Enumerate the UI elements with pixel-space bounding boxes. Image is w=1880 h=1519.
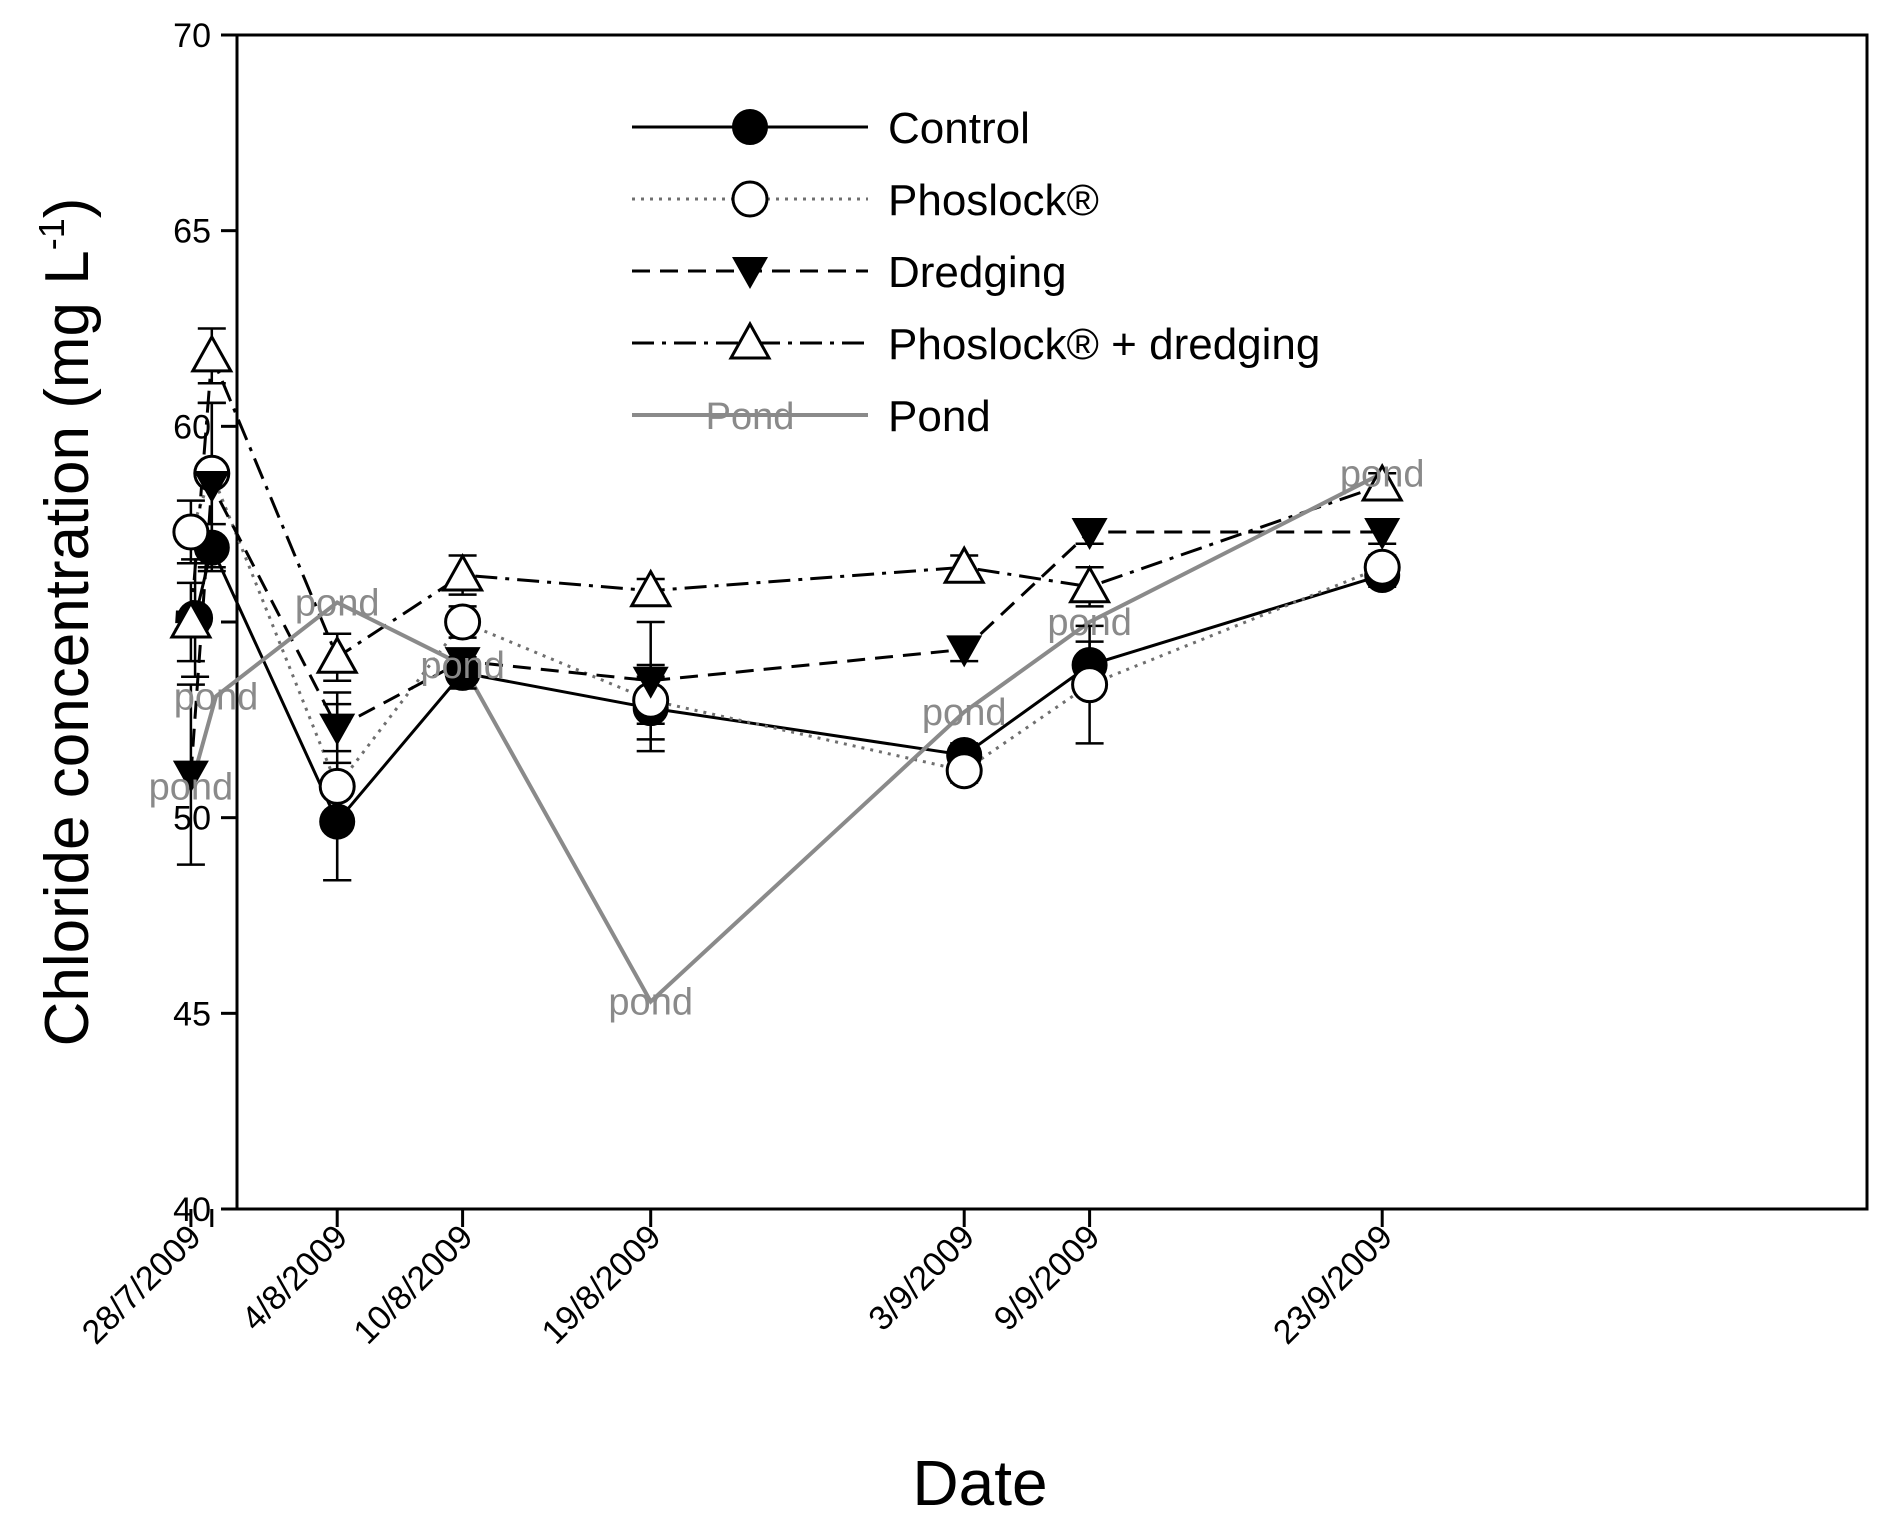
marker-phoslock-dredging (315, 635, 359, 674)
x-tick-label: 28/7/2009 (75, 1218, 209, 1352)
marker-phoslock-dredging (942, 545, 986, 584)
legend-label-phoslock: Phoslock® (888, 176, 1099, 225)
legend-marker-pond: Pond (706, 396, 795, 438)
marker-pond: pond (149, 766, 234, 808)
series-line-control (193, 543, 1383, 825)
series-line-phoslock (189, 469, 1383, 790)
marker-phoslock (444, 603, 482, 641)
legend-background (625, 95, 1095, 475)
x-axis-title: Date (912, 1447, 1047, 1519)
series-line-phoslock-dredging (189, 355, 1383, 660)
marker-phoslock (318, 767, 356, 805)
marker-dredging (1364, 517, 1401, 550)
marker-phoslock-dredging (190, 333, 234, 373)
marker-pond: pond (608, 982, 693, 1024)
legend-label-phoslock-dredging: Phoslock® + dredging (888, 320, 1320, 369)
marker-phoslock-dredging (169, 599, 213, 639)
marker-pond: pond (922, 692, 1007, 734)
marker-dredging (172, 760, 209, 793)
marker-pond: pond (295, 582, 380, 624)
marker-phoslock (172, 513, 210, 551)
marker-dredging (1071, 517, 1108, 550)
marker-dredging (319, 713, 356, 746)
x-tick-label: 19/8/2009 (535, 1218, 669, 1352)
marker-phoslock-dredging (629, 568, 673, 608)
marker-phoslock (1363, 548, 1401, 586)
legend-marker-phoslock-dredging (728, 320, 772, 360)
legend-label-pond: Pond (888, 392, 991, 441)
data-markers: pond pond pond pond pond pond pond pond (149, 333, 1425, 1024)
x-tick-label: 9/9/2009 (987, 1218, 1107, 1338)
marker-pond: pond (1340, 453, 1425, 495)
marker-phoslock-dredging (1068, 564, 1112, 604)
series-line-pond (188, 471, 1384, 1005)
y-tick-label: 65 (173, 213, 211, 251)
legend-label-dredging: Dredging (888, 248, 1067, 297)
legend-label-control: Control (888, 104, 1030, 153)
marker-phoslock (945, 752, 983, 790)
marker-pond: pond (1047, 602, 1132, 644)
marker-control (319, 803, 356, 840)
legend-marker-dredging (732, 257, 768, 289)
marker-dredging (946, 635, 983, 668)
legend-marker-phoslock (731, 180, 769, 218)
y-axis-title-main: Chloride concentration (mg L (33, 250, 102, 1046)
marker-pond: pond (420, 645, 505, 687)
y-axis-title-superscript: -1 (31, 218, 72, 250)
x-tick-label: 23/9/2009 (1266, 1218, 1400, 1352)
marker-phoslock (1071, 666, 1109, 704)
legend: Control Phoslock® Dredging Phoslock® + dred… (625, 95, 1320, 475)
series-lines (188, 355, 1384, 1005)
y-tick-label: 45 (173, 995, 211, 1033)
marker-phoslock-dredging (1360, 462, 1404, 502)
marker-dredging (444, 647, 481, 680)
marker-pond: pond (174, 676, 259, 718)
x-tick-label: 3/9/2009 (861, 1218, 981, 1338)
y-axis-title: Chloride concentration (mg L-1) (31, 198, 102, 1047)
y-tick-label: 70 (173, 17, 211, 55)
y-axis-title-close: ) (33, 198, 102, 219)
marker-dredging (193, 471, 230, 504)
x-tick-label: 10/8/2009 (346, 1218, 480, 1352)
x-tick-label: 4/8/2009 (234, 1218, 354, 1338)
marker-phoslock-dredging (441, 552, 485, 592)
legend-marker-control (732, 109, 768, 145)
marker-dredging (632, 666, 669, 699)
series-line-dredging (189, 479, 1383, 775)
